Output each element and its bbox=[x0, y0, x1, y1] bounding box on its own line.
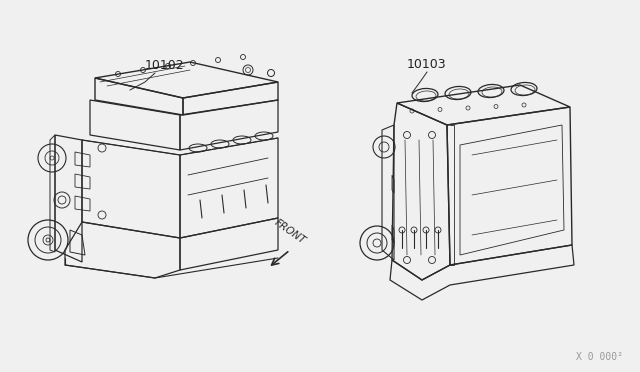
Text: 10102: 10102 bbox=[145, 59, 184, 72]
Text: 10103: 10103 bbox=[407, 58, 447, 71]
Text: X 0 000²: X 0 000² bbox=[576, 352, 623, 362]
Text: FRONT: FRONT bbox=[273, 218, 308, 246]
